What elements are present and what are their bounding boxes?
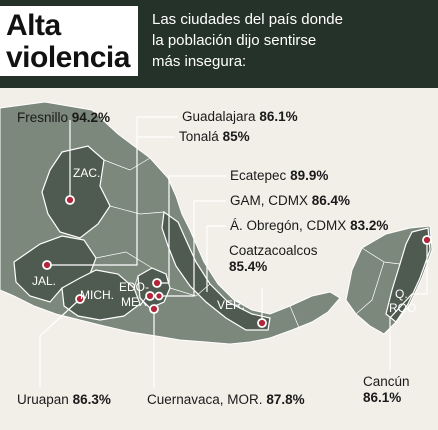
- city-label-cuernavaca: Cuernavaca, MOR. 87.8%: [147, 392, 305, 408]
- city-name: Guadalajara: [182, 109, 256, 124]
- state-label-qroo-2: ROO: [389, 301, 417, 315]
- state-label-qroo-1: Q.: [395, 287, 408, 301]
- marker-coatzacoalcos: [257, 318, 267, 328]
- city-label-tonala: Tonalá 85%: [179, 129, 250, 145]
- city-value: 86.1%: [363, 390, 402, 405]
- state-label-ver: VER.: [217, 298, 246, 312]
- michoacan-state: [61, 269, 141, 321]
- city-value: 86.4%: [311, 193, 351, 208]
- city-name: Ecatepec: [230, 168, 287, 183]
- title-line-1: Alta: [6, 9, 61, 42]
- city-name: Fresnillo: [17, 110, 69, 125]
- leader-obregon: [206, 225, 226, 292]
- marker-cuernavaca: [149, 304, 159, 314]
- state-label-jal: JAL.: [32, 274, 57, 288]
- city-name: Á. Obregón, CDMX: [230, 218, 347, 233]
- city-value: 87.8%: [266, 392, 305, 407]
- subtitle: Las ciudades del país donde la población…: [152, 9, 432, 72]
- marker-uruapan: [75, 294, 85, 304]
- leader-lines: [39, 116, 428, 388]
- state-label-mich: MICH.: [80, 288, 114, 302]
- marker-ecatepec: [152, 278, 162, 288]
- leader-ecatepec: [157, 175, 226, 284]
- city-value: 86.1%: [259, 109, 298, 124]
- marker-cancun: [422, 235, 432, 245]
- city-value: 86.3%: [72, 392, 111, 407]
- city-label-uruapan: Uruapan 86.3%: [17, 392, 111, 408]
- title-box: Alta violencia: [0, 6, 138, 76]
- city-value: 83.2%: [350, 218, 389, 233]
- mexico-map: [0, 101, 433, 388]
- city-label-fresnillo: Fresnillo 94.2%: [17, 110, 110, 126]
- leader-gam: [150, 200, 226, 297]
- city-name: Cancún: [363, 374, 410, 389]
- city-label-obregon: Á. Obregón, CDMX 83.2%: [230, 218, 388, 234]
- marker-gam: [145, 291, 155, 301]
- state-label-zac: ZAC.: [73, 166, 101, 180]
- city-name: GAM, CDMX: [230, 193, 309, 208]
- city-label-ecatepec: Ecatepec 89.9%: [230, 168, 328, 184]
- city-name: Tonalá: [179, 129, 219, 144]
- veracruz-state: [161, 210, 271, 331]
- marker-guadalajara: [42, 260, 52, 270]
- title-line-2: violencia: [6, 41, 130, 74]
- city-label-coatzacoalcos: Coatzacoalcos 85.4%: [229, 243, 318, 275]
- city-label-gam: GAM, CDMX 86.4%: [230, 193, 350, 209]
- leader-cancun: [389, 240, 428, 370]
- subtitle-line-1: Las ciudades del país donde: [152, 11, 343, 28]
- state-borders: [95, 157, 401, 331]
- city-label-guadalajara: Guadalajara 86.1%: [182, 109, 298, 125]
- city-name: Uruapan: [17, 392, 69, 407]
- header-banner: Alta violencia Las ciudades del país don…: [0, 0, 438, 88]
- state-label-edo: EDO-: [119, 280, 149, 294]
- city-name: Cuernavaca, MOR.: [147, 392, 263, 407]
- subtitle-line-2: la población dijo sentirse: [152, 32, 317, 49]
- city-value: 89.9%: [290, 168, 329, 183]
- marker-fresnillo: [65, 195, 75, 205]
- state-label-mex: MEX: [121, 295, 148, 309]
- city-name: Coatzacoalcos: [229, 243, 318, 258]
- zacatecas-state: [41, 145, 111, 239]
- city-markers: [42, 195, 432, 328]
- city-value: 85.4%: [229, 259, 268, 274]
- city-value: 94.2%: [71, 110, 111, 125]
- city-value: 85%: [222, 129, 250, 144]
- leader-guadalajara: [47, 116, 178, 266]
- marker-obregon: [154, 291, 164, 301]
- city-label-cancun: Cancún 86.1%: [363, 374, 410, 406]
- leader-uruapan: [39, 298, 81, 388]
- subtitle-line-3: más insegura:: [152, 53, 247, 70]
